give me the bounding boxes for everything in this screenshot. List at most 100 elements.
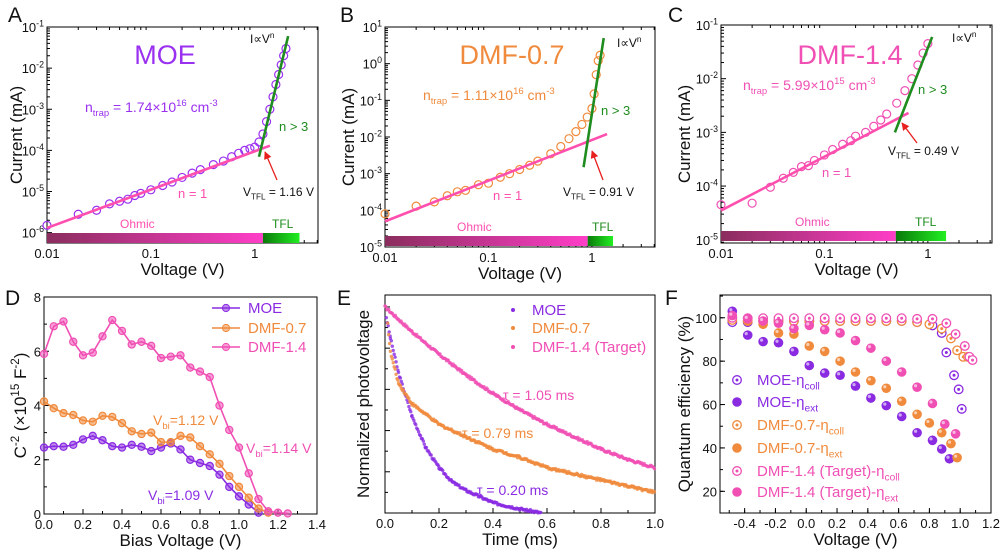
data-point bbox=[176, 351, 185, 360]
data-point bbox=[88, 417, 97, 426]
y-tick-label: 10-3 bbox=[22, 101, 44, 117]
data-point bbox=[912, 409, 922, 420]
x-tick-label: 1 bbox=[924, 246, 931, 261]
text-run: Voltage (V) bbox=[813, 530, 897, 549]
x-tick-label: -0.4 bbox=[733, 516, 755, 531]
y-axis-title: Current (mA) bbox=[675, 85, 694, 183]
data-point bbox=[117, 443, 127, 452]
legend-label: DMF-0.7 bbox=[248, 320, 306, 337]
data-point bbox=[137, 429, 146, 439]
data-point bbox=[225, 471, 234, 481]
text-sup: n bbox=[270, 31, 275, 40]
data-point bbox=[835, 313, 846, 324]
ball-highlight bbox=[898, 368, 902, 373]
ball-highlight bbox=[913, 429, 918, 433]
fit-line bbox=[582, 37, 606, 168]
annotation: n > 3 bbox=[918, 82, 947, 97]
annotation: I∝Vn bbox=[250, 31, 275, 46]
legend-label: DMF-1.4 (Target)-ηcoll bbox=[757, 463, 900, 484]
text-run: 1.2 bbox=[269, 517, 287, 532]
data-point bbox=[773, 328, 784, 338]
text-run: TFL bbox=[592, 220, 614, 234]
y-axis-title: Current (mA) bbox=[7, 86, 26, 184]
text-run: V bbox=[153, 412, 163, 428]
legend-label: DMF-0.7-ηcoll bbox=[757, 417, 844, 438]
text-run: 0.4 bbox=[113, 517, 131, 532]
text-run: Normalized photovoltage bbox=[354, 310, 373, 498]
annotation: n = 1 bbox=[178, 186, 207, 201]
data-point bbox=[386, 321, 390, 325]
data-point bbox=[39, 397, 49, 406]
text-run: 10 bbox=[22, 61, 36, 76]
ring-center bbox=[971, 358, 975, 362]
ball-marker bbox=[789, 346, 799, 357]
data-point bbox=[804, 320, 815, 331]
data-point bbox=[571, 127, 581, 137]
text-run: 0.1 bbox=[479, 250, 497, 265]
x-tick-label: 1.0 bbox=[646, 516, 664, 531]
panel-letter: F bbox=[665, 287, 678, 310]
ball-marker bbox=[940, 419, 950, 429]
ball-marker bbox=[819, 346, 830, 357]
text-run: n > 3 bbox=[601, 103, 630, 118]
legend-marker bbox=[221, 342, 231, 352]
text-sup: -3 bbox=[867, 76, 875, 87]
data-point bbox=[773, 318, 784, 328]
data-point bbox=[952, 452, 962, 463]
data-point bbox=[819, 368, 830, 378]
data-point bbox=[835, 356, 845, 366]
data-point bbox=[398, 384, 403, 388]
text-run: 0.8 bbox=[191, 517, 209, 532]
ball-highlight bbox=[775, 339, 779, 343]
x-tick-label: 0.2 bbox=[828, 516, 846, 531]
ball-marker bbox=[881, 383, 892, 394]
data-point bbox=[896, 411, 907, 422]
y-tick-label: 10-1 bbox=[22, 19, 44, 35]
text-run: D bbox=[5, 287, 20, 310]
data-point bbox=[225, 482, 234, 492]
y-tick-label: 60 bbox=[703, 398, 717, 413]
ball-marker bbox=[896, 411, 907, 422]
text-run: = 1.11×10 bbox=[447, 87, 513, 103]
annotation: VTFL = 0.91 V bbox=[563, 185, 634, 202]
x-tick-label: 0.6 bbox=[890, 516, 908, 531]
ring-center bbox=[949, 336, 953, 340]
ring-center bbox=[884, 316, 888, 320]
y-tick-label: 10-3 bbox=[696, 124, 718, 140]
data-point bbox=[394, 360, 398, 364]
data-point bbox=[896, 396, 907, 407]
ball-marker bbox=[850, 381, 861, 391]
y-tick-label: 10-6 bbox=[22, 224, 44, 240]
data-point bbox=[422, 442, 426, 446]
text-run: Ohmic bbox=[457, 220, 492, 234]
text-run: DMF-0.7 bbox=[248, 320, 306, 337]
fit-line bbox=[720, 111, 910, 212]
ball-highlight bbox=[898, 413, 902, 417]
text-run: 40 bbox=[703, 441, 717, 456]
text-run: τ = 1.05 ms bbox=[503, 387, 574, 403]
data-point bbox=[407, 396, 411, 401]
y-tick-label: 10-2 bbox=[22, 60, 44, 76]
ball-highlight bbox=[790, 325, 795, 329]
ball-highlight bbox=[852, 337, 856, 341]
data-point bbox=[205, 461, 214, 471]
text-run: 0.2 bbox=[828, 516, 846, 531]
panel-b: B0.01 0.1 110-510-410-310-210-1100101Volta… bbox=[339, 4, 656, 283]
text-run: 10 bbox=[360, 167, 374, 182]
text-run: 0.4 bbox=[859, 516, 877, 531]
data-point bbox=[391, 360, 395, 365]
x-tick-label: 1 bbox=[251, 246, 258, 261]
x-tick-label: 0.0 bbox=[797, 516, 815, 531]
vtfl-arrow bbox=[590, 150, 604, 181]
text-run: MOE bbox=[532, 302, 566, 319]
y-tick-label: 10-2 bbox=[360, 129, 382, 145]
data-point bbox=[416, 430, 421, 434]
ball-marker bbox=[866, 375, 876, 386]
text-run: MOE-η bbox=[757, 372, 805, 389]
data-point bbox=[429, 197, 439, 207]
ball-highlight bbox=[806, 322, 810, 326]
data-point bbox=[564, 134, 574, 144]
data-point bbox=[387, 307, 391, 312]
text-sup: -3 bbox=[36, 101, 44, 111]
